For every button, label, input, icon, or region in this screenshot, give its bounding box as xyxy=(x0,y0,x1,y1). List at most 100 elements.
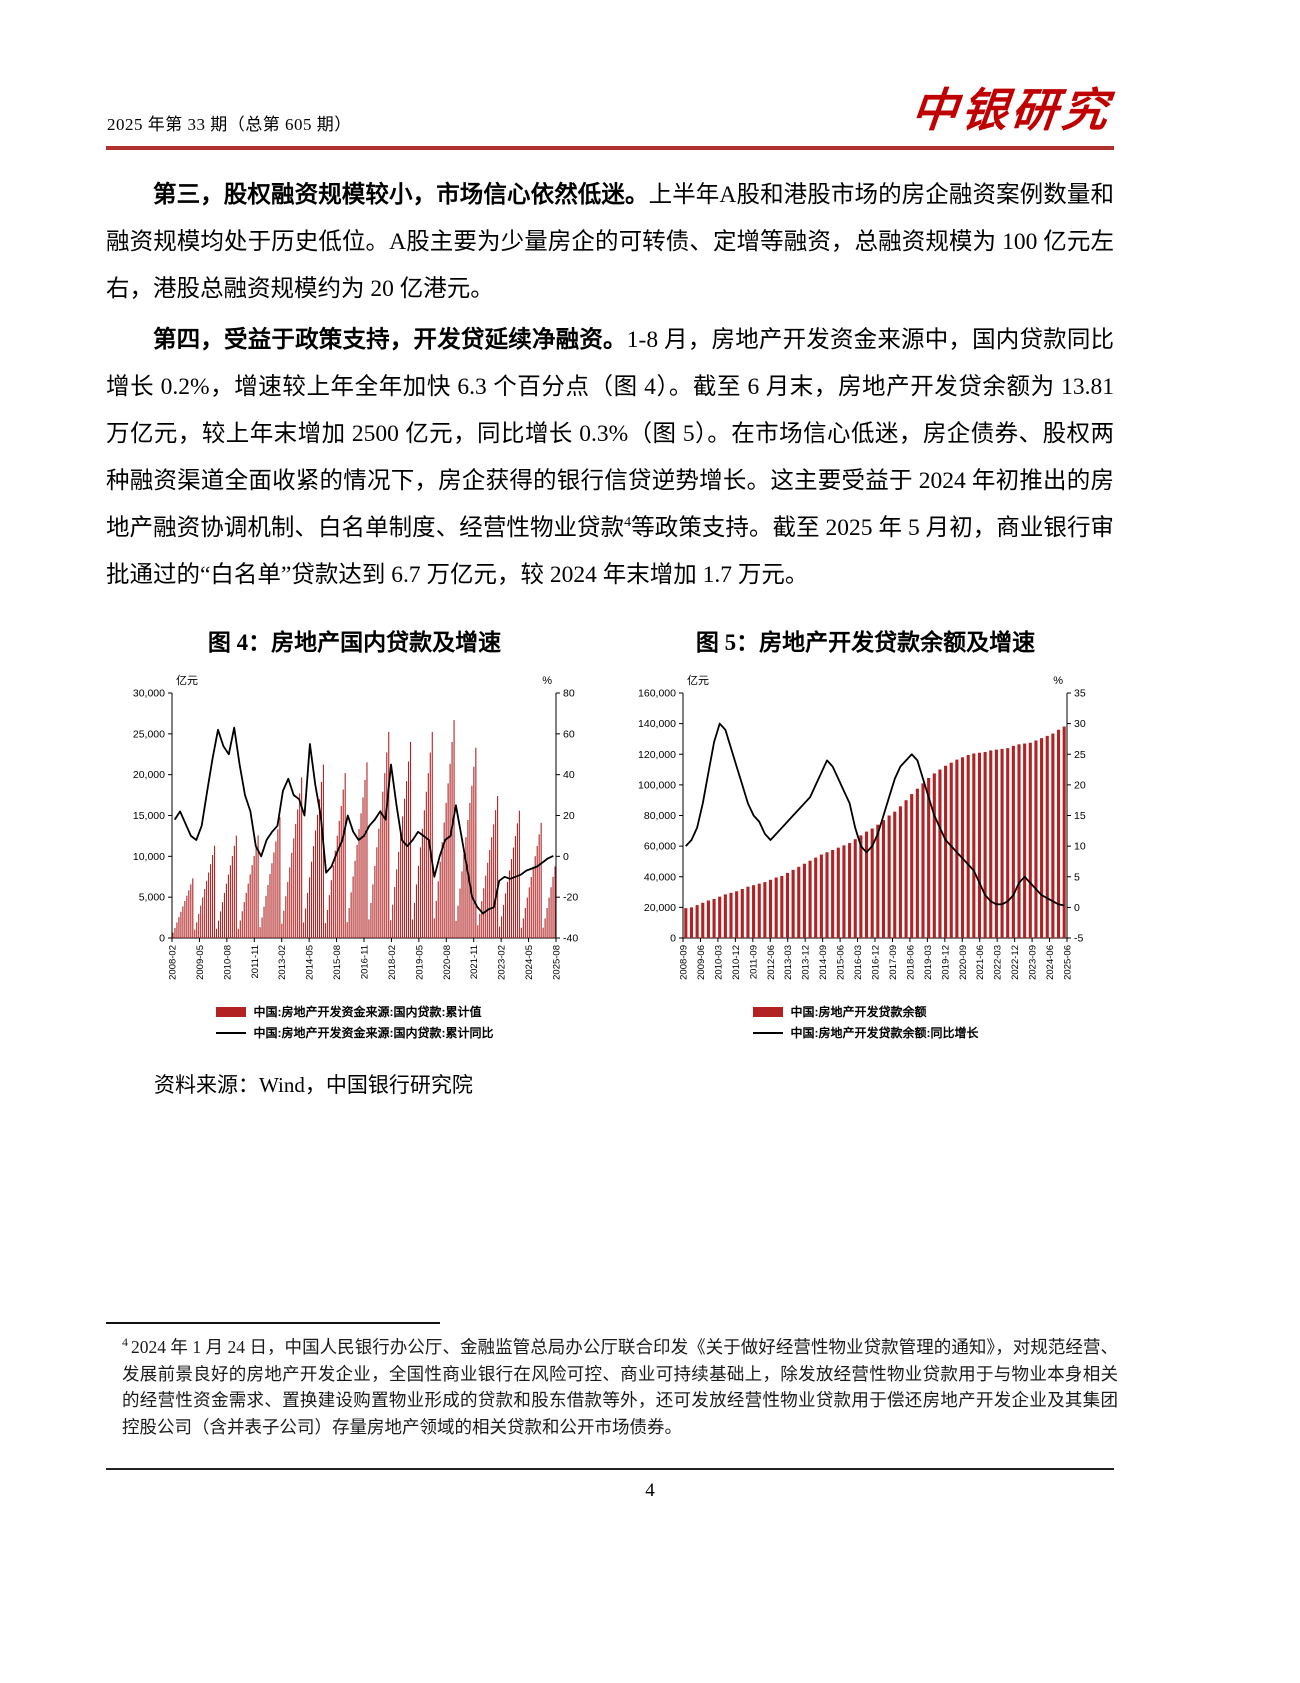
svg-text:2011-09: 2011-09 xyxy=(748,945,759,979)
svg-text:2014-09: 2014-09 xyxy=(818,945,829,980)
svg-text:2020-08: 2020-08 xyxy=(441,945,452,980)
svg-text:-20: -20 xyxy=(563,892,578,904)
svg-text:0: 0 xyxy=(670,933,676,945)
svg-text:2013-02: 2013-02 xyxy=(277,945,288,980)
legend-item-bar: 中国:房地产开发贷款余额 xyxy=(752,1003,979,1020)
svg-text:35: 35 xyxy=(1074,688,1086,700)
svg-text:60,000: 60,000 xyxy=(643,841,675,853)
legend-item-line: 中国:房地产开发贷款余额:同比增长 xyxy=(752,1024,979,1041)
svg-text:亿元: 亿元 xyxy=(687,674,709,687)
footnote-text: 2024 年 1 月 24 日，中国人民银行办公厅、金融监管总局办公厅联合印发《… xyxy=(122,1337,1118,1437)
paragraph-fourth-lead: 第四，受益于政策支持，开发贷延续净融资。 xyxy=(153,327,627,353)
svg-text:25,000: 25,000 xyxy=(132,728,164,740)
legend-label: 中国:房地产开发资金来源:国内贷款:累计同比 xyxy=(253,1026,494,1040)
svg-text:2019-12: 2019-12 xyxy=(940,945,951,980)
svg-text:2013-03: 2013-03 xyxy=(783,945,794,980)
svg-text:10,000: 10,000 xyxy=(132,851,164,863)
svg-text:2025-08: 2025-08 xyxy=(551,945,562,980)
svg-text:2016-03: 2016-03 xyxy=(853,945,864,980)
header-divider xyxy=(106,146,1114,150)
svg-text:2016-11: 2016-11 xyxy=(359,945,370,979)
svg-text:60: 60 xyxy=(563,728,575,740)
svg-text:10: 10 xyxy=(1074,841,1086,853)
figure-4-chart: 30,000 25,000 20,000 15,000 10,000 5,000 0 80 60… xyxy=(132,674,578,980)
figure-5-chart: 160,000 140,000 120,000 100,000 80,000 60,000… xyxy=(638,674,1086,980)
bank-of-china-research-logo: 中银研究 xyxy=(908,83,1115,137)
paragraph-third-lead: 第三，股权融资规模较小，市场信心依然低迷。 xyxy=(153,182,649,208)
footnote-reference-marker: 4 xyxy=(624,515,632,531)
svg-text:0: 0 xyxy=(159,933,165,945)
svg-text:2014-05: 2014-05 xyxy=(304,945,315,980)
legend-label: 中国:房地产开发贷款余额 xyxy=(790,1005,927,1019)
svg-text:2018-02: 2018-02 xyxy=(386,945,397,980)
svg-text:2019-05: 2019-05 xyxy=(414,945,425,980)
legend-label: 中国:房地产开发资金来源:国内贷款:累计值 xyxy=(253,1005,482,1019)
svg-text:30,000: 30,000 xyxy=(132,688,164,700)
svg-text:2010-12: 2010-12 xyxy=(730,945,741,980)
paragraph-fourth: 第四，受益于政策支持，开发贷延续净融资。1-8 月，房地产开发资金来源中，国内贷… xyxy=(106,317,1114,599)
paragraph-third: 第三，股权融资规模较小，市场信心依然低迷。上半年A股和港股市场的房企融资案例数量… xyxy=(106,172,1114,313)
svg-text:2021-06: 2021-06 xyxy=(975,945,986,980)
svg-text:140,000: 140,000 xyxy=(638,718,676,730)
figure-5-legend: 中国:房地产开发贷款余额 中国:房地产开发贷款余额:同比增长 xyxy=(752,1003,979,1041)
svg-text:2010-03: 2010-03 xyxy=(713,945,724,980)
svg-text:20,000: 20,000 xyxy=(132,769,164,781)
bottom-divider xyxy=(106,1468,1114,1470)
svg-text:40,000: 40,000 xyxy=(643,871,675,883)
svg-text:2011-11: 2011-11 xyxy=(249,945,260,978)
footnote-divider xyxy=(106,1322,440,1324)
svg-text:2008-02: 2008-02 xyxy=(167,945,178,980)
svg-text:-5: -5 xyxy=(1074,933,1083,945)
svg-text:80,000: 80,000 xyxy=(643,810,675,822)
svg-text:2010-08: 2010-08 xyxy=(222,945,233,980)
svg-text:160,000: 160,000 xyxy=(638,688,676,700)
svg-text:25: 25 xyxy=(1074,749,1086,761)
page-number: 4 xyxy=(645,1480,655,1501)
page-content: 第三，股权融资规模较小，市场信心依然低迷。上半年A股和港股市场的房企融资案例数量… xyxy=(106,172,1114,1099)
svg-text:2022-03: 2022-03 xyxy=(992,945,1003,980)
svg-text:2018-06: 2018-06 xyxy=(905,945,916,980)
svg-text:20: 20 xyxy=(1074,779,1086,791)
paragraph-fourth-body-2: 等政策支持。截至 2025 年 5 月初，商业银行审批通过的“白名单”贷款达到 … xyxy=(106,515,1115,588)
svg-text:2024-06: 2024-06 xyxy=(1045,945,1056,980)
svg-text:2016-12: 2016-12 xyxy=(870,945,881,980)
svg-text:%: % xyxy=(542,675,552,687)
svg-text:2012-06: 2012-06 xyxy=(765,945,776,980)
svg-text:15: 15 xyxy=(1074,810,1086,822)
svg-text:40: 40 xyxy=(563,769,575,781)
figure-4-legend: 中国:房地产开发资金来源:国内贷款:累计值 中国:房地产开发资金来源:国内贷款:… xyxy=(215,1003,494,1041)
charts-row: 图 4：房地产国内贷款及增速 30,000 25,000 20,000 15,000 1… xyxy=(106,623,1114,1045)
svg-text:2023-02: 2023-02 xyxy=(496,945,507,980)
bar-swatch-icon xyxy=(215,1006,246,1017)
svg-text:5: 5 xyxy=(1074,871,1080,883)
legend-item-bar: 中国:房地产开发资金来源:国内贷款:累计值 xyxy=(215,1003,494,1020)
svg-text:120,000: 120,000 xyxy=(638,749,676,761)
svg-text:%: % xyxy=(1053,675,1063,687)
svg-text:2025-06: 2025-06 xyxy=(1062,945,1073,980)
svg-text:0: 0 xyxy=(1074,902,1080,914)
footnote: 4 2024 年 1 月 24 日，中国人民银行办公厅、金融监管总局办公厅联合印发… xyxy=(106,1334,1118,1440)
svg-text:80: 80 xyxy=(563,688,575,700)
svg-text:20: 20 xyxy=(563,810,575,822)
svg-text:2013-12: 2013-12 xyxy=(800,945,811,980)
legend-item-line: 中国:房地产开发资金来源:国内贷款:累计同比 xyxy=(215,1024,494,1041)
legend-label: 中国:房地产开发贷款余额:同比增长 xyxy=(790,1026,979,1040)
svg-text:100,000: 100,000 xyxy=(638,779,676,791)
svg-text:2009-06: 2009-06 xyxy=(695,945,706,980)
svg-text:2015-06: 2015-06 xyxy=(835,945,846,980)
figure-5: 图 5：房地产开发贷款余额及增速 160,000 140,000 120,000 10… xyxy=(617,623,1114,1045)
paragraph-fourth-body-1: 1-8 月，房地产开发资金来源中，国内贷款同比增长 0.2%，增速较上年全年加快… xyxy=(106,327,1115,541)
svg-text:2021-11: 2021-11 xyxy=(469,945,480,979)
svg-text:-40: -40 xyxy=(563,933,578,945)
figure-4: 图 4：房地产国内贷款及增速 30,000 25,000 20,000 15,000 1… xyxy=(106,623,603,1045)
figure-5-title: 图 5：房地产开发贷款余额及增速 xyxy=(695,630,1036,655)
svg-text:2017-09: 2017-09 xyxy=(887,945,898,980)
paragraph-third-body: 上半年A股和港股市场的房企融资案例数量和融资规模均处于历史低位。A股主要为少量房… xyxy=(106,182,1114,302)
svg-text:2015-08: 2015-08 xyxy=(332,945,343,980)
bar-swatch-icon xyxy=(752,1006,783,1017)
svg-text:20,000: 20,000 xyxy=(643,902,675,914)
svg-text:15,000: 15,000 xyxy=(132,810,164,822)
figure-4-title: 图 4：房地产国内贷款及增速 xyxy=(207,630,502,655)
svg-text:2023-09: 2023-09 xyxy=(1027,945,1038,980)
